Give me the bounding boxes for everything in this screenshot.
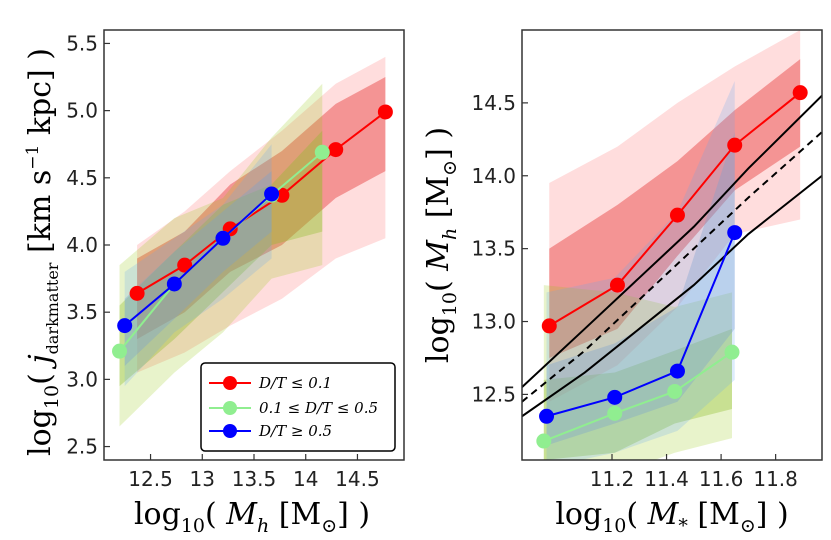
y-tick-label: 5.0 [66, 99, 98, 123]
legend: D/T ≤ 0.1 0.1 ≤ D/T ≤ 0.5 D/T ≥ 0.5 [200, 362, 396, 452]
series-line-1 [543, 351, 733, 442]
data-point-series-1-1 [607, 405, 623, 421]
x-tick-label: 11.6 [699, 467, 744, 491]
band-outer-series-1 [543, 285, 732, 460]
data-point-series-1-4 [314, 144, 330, 160]
data-point-series-2-2 [215, 230, 231, 246]
plot-area [112, 56, 393, 427]
legend-label-blue: D/T ≥ 0.5 [258, 422, 332, 440]
data-point-series-0-0 [129, 285, 145, 301]
data-point-series-1-0 [536, 433, 552, 449]
plot-area [522, 30, 822, 460]
x-tick-label: 13.5 [232, 467, 277, 491]
band-outer-series-1 [119, 83, 323, 427]
x-tick-label: 12.5 [128, 467, 173, 491]
reference-line-2 [522, 174, 822, 418]
data-point-series-2-0 [117, 318, 133, 334]
y-tick-label: 3.5 [66, 300, 98, 324]
left-panel: 12.5 13 13.5 14 14.5 2.5 3.0 3.5 4.0 4.5 5.0 5.5 [66, 29, 405, 491]
data-point-series-0-4 [792, 85, 808, 101]
right-ylabel: log10( Mh [M⊙] ) [421, 127, 461, 363]
right-panel: 11.2 11.4 11.6 11.8 12.5 13.0 13.5 14.0 14.5 [471, 29, 823, 491]
data-point-series-2-1 [607, 389, 623, 405]
y-tick-label: 4.5 [66, 166, 98, 190]
plot-frame [521, 29, 823, 461]
data-point-series-0-3 [727, 137, 743, 153]
series-line-2 [546, 232, 736, 418]
y-tick-label: 14.0 [471, 164, 516, 188]
right-xlabel: log10( M* [M⊙] ) [555, 497, 788, 537]
band-inner-series-1 [543, 328, 732, 460]
data-point-series-0-0 [541, 318, 557, 334]
y-tick-label: 14.5 [471, 91, 516, 115]
band-inner-series-2 [546, 132, 735, 446]
data-point-series-0-1 [177, 257, 193, 273]
x-tick-label: 13 [190, 467, 215, 491]
data-point-series-0-1 [609, 277, 625, 293]
data-point-series-2-3 [727, 225, 743, 241]
legend-marker-blue [223, 424, 237, 438]
series-line-0 [136, 111, 386, 295]
data-point-series-1-0 [112, 343, 128, 359]
data-point-series-1-3 [724, 344, 740, 360]
series-line-2 [124, 193, 273, 327]
band-outer-series-0 [137, 56, 386, 373]
reference-line-1 [522, 131, 822, 403]
data-point-series-2-2 [669, 363, 685, 379]
legend-marker-green [223, 401, 237, 415]
legend-label-red: D/T ≤ 0.1 [258, 374, 332, 392]
y-tick-label: 13.5 [471, 237, 516, 261]
x-tick-label: 11.8 [753, 467, 798, 491]
data-point-series-2-3 [264, 186, 280, 202]
legend-frame [200, 362, 396, 452]
x-tick-label: 14.5 [335, 467, 380, 491]
x-tick-label: 11.4 [644, 467, 689, 491]
band-outer-series-2 [124, 144, 272, 387]
left-ylabel: log10( jdarkmatter [km s−1 kpc] ) [23, 48, 63, 456]
left-xlabel: log10( Mh [M⊙] ) [134, 497, 370, 537]
reference-line-0 [522, 94, 822, 388]
y-tick-label: 13.0 [471, 310, 516, 334]
legend-label-green: 0.1 ≤ D/T ≤ 0.5 [259, 399, 378, 417]
band-inner-series-2 [124, 171, 272, 366]
data-point-series-1-2 [667, 383, 683, 399]
y-tick-label: 5.5 [66, 31, 98, 55]
data-point-series-0-4 [328, 142, 344, 158]
y-tick-label: 12.5 [471, 382, 516, 406]
data-point-series-0-5 [377, 104, 393, 120]
x-tick-label: 11.2 [590, 467, 635, 491]
data-point-series-2-1 [166, 276, 182, 292]
y-tick-label: 4.0 [66, 233, 98, 257]
y-tick-label: 3.0 [66, 367, 98, 391]
legend-marker-red [223, 376, 237, 390]
data-point-series-2-0 [539, 408, 555, 424]
y-tick-label: 2.5 [66, 435, 98, 459]
x-tick-label: 14 [293, 467, 318, 491]
data-point-series-0-2 [669, 207, 685, 223]
